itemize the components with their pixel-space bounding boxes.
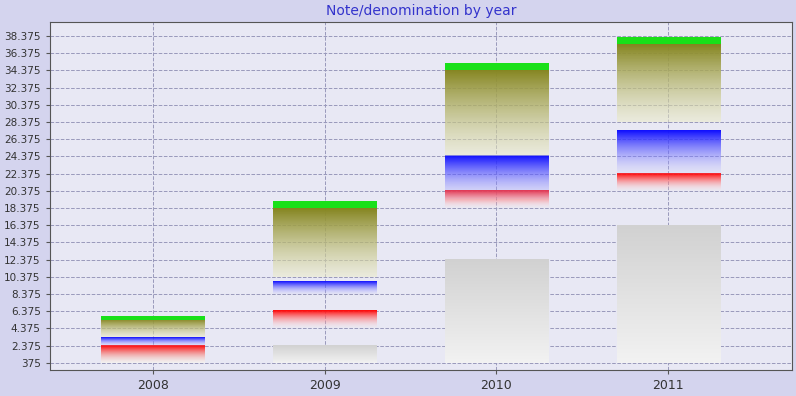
Title: Note/denomination by year: Note/denomination by year [326,4,516,18]
